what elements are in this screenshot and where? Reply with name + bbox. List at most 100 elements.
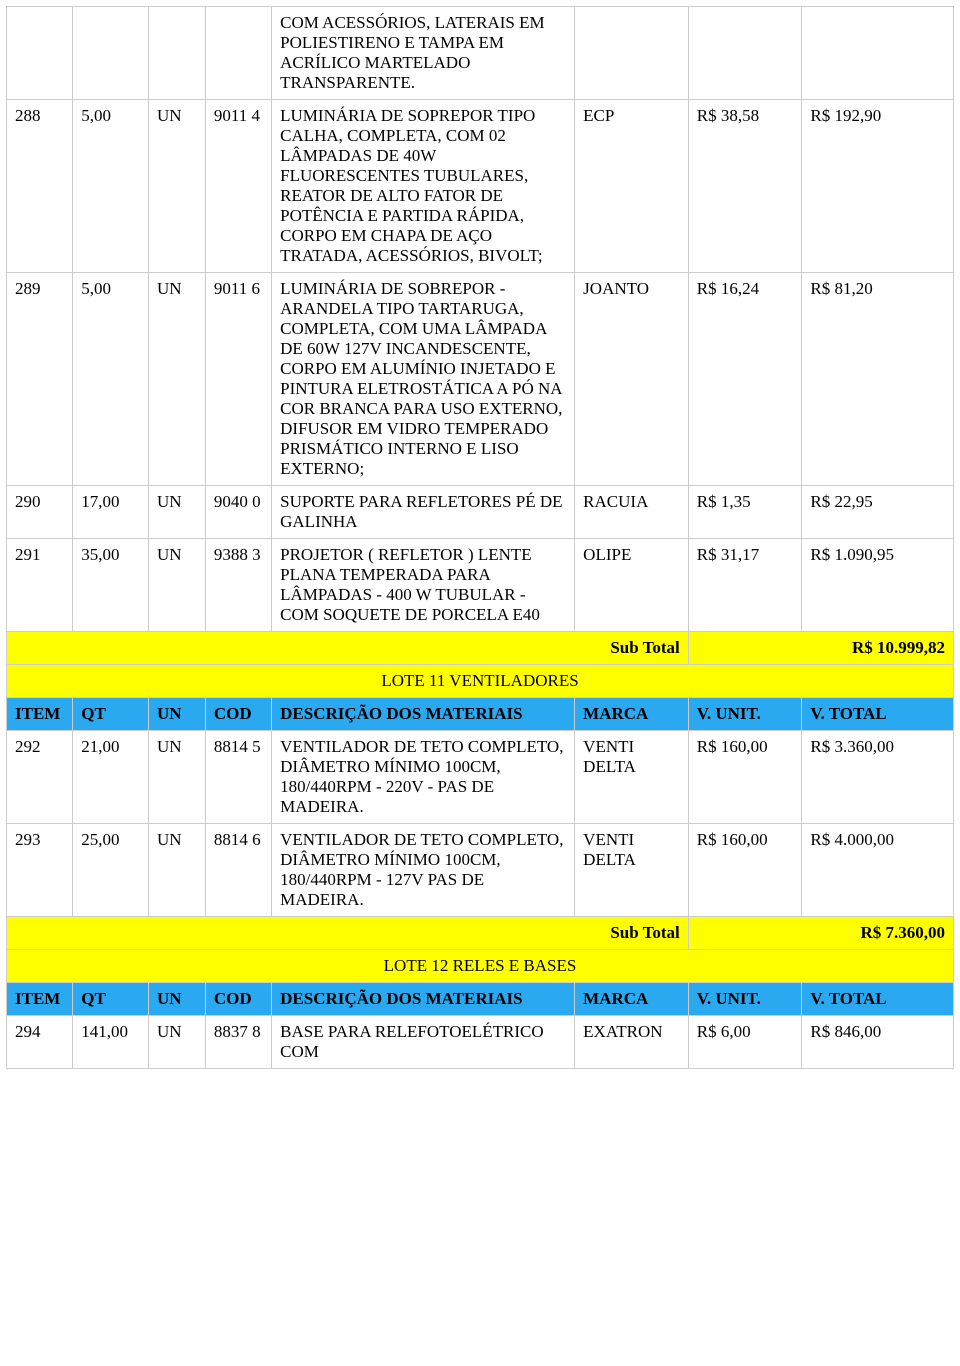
table-row: 29017,00UN9040 0SUPORTE PARA REFLETORES … [7,486,954,539]
lote-header: LOTE 12 RELES E BASES [7,950,954,983]
table-row: 29135,00UN9388 3PROJETOR ( REFLETOR ) LE… [7,539,954,632]
column-header: COD [205,983,271,1016]
cell-un: UN [149,824,206,917]
cell-cod: 9040 0 [205,486,271,539]
cell-desc: VENTILADOR DE TETO COMPLETO, DIÂMETRO MÍ… [272,824,575,917]
cell-desc: VENTILADOR DE TETO COMPLETO, DIÂMETRO MÍ… [272,731,575,824]
cell-qt: 5,00 [73,100,149,273]
cell-vtotal: R$ 846,00 [802,1016,954,1069]
table-row: COM ACESSÓRIOS, LATERAIS EM POLIESTIRENO… [7,7,954,100]
cell-qt: 21,00 [73,731,149,824]
column-header: DESCRIÇÃO DOS MATERIAIS [272,698,575,731]
cell-cod: 9011 4 [205,100,271,273]
cell-vtotal: R$ 192,90 [802,100,954,273]
table-row: 29221,00UN8814 5VENTILADOR DE TETO COMPL… [7,731,954,824]
cell-un: UN [149,100,206,273]
cell-marca [575,7,689,100]
cell-vunit: R$ 31,17 [688,539,802,632]
column-header: V. TOTAL [802,698,954,731]
lote-title: LOTE 12 RELES E BASES [7,950,954,983]
cell-marca: VENTI DELTA [575,731,689,824]
cell-item: 294 [7,1016,73,1069]
subtotal-row: Sub TotalR$ 7.360,00 [7,917,954,950]
cell-vtotal: R$ 22,95 [802,486,954,539]
column-header-row: ITEMQTUNCODDESCRIÇÃO DOS MATERIAISMARCAV… [7,698,954,731]
cell-cod: 8814 5 [205,731,271,824]
cell-marca: OLIPE [575,539,689,632]
column-header: ITEM [7,983,73,1016]
cell-desc: SUPORTE PARA REFLETORES PÉ DE GALINHA [272,486,575,539]
column-header: V. UNIT. [688,983,802,1016]
cell-qt: 5,00 [73,273,149,486]
subtotal-row: Sub TotalR$ 10.999,82 [7,632,954,665]
subtotal-label: Sub Total [7,917,689,950]
cell-qt [73,7,149,100]
cell-vunit: R$ 160,00 [688,824,802,917]
cell-item: 290 [7,486,73,539]
cell-cod: 8837 8 [205,1016,271,1069]
materials-table: COM ACESSÓRIOS, LATERAIS EM POLIESTIRENO… [6,6,954,1069]
cell-vunit: R$ 16,24 [688,273,802,486]
cell-item: 289 [7,273,73,486]
cell-un [149,7,206,100]
cell-desc: BASE PARA RELEFOTOELÉTRICO COM [272,1016,575,1069]
cell-vtotal [802,7,954,100]
subtotal-value: R$ 7.360,00 [688,917,953,950]
cell-cod [205,7,271,100]
cell-cod: 9011 6 [205,273,271,486]
cell-item: 288 [7,100,73,273]
column-header: V. TOTAL [802,983,954,1016]
lote-title: LOTE 11 VENTILADORES [7,665,954,698]
cell-marca: RACUIA [575,486,689,539]
cell-vunit [688,7,802,100]
cell-marca: JOANTO [575,273,689,486]
cell-vtotal: R$ 4.000,00 [802,824,954,917]
cell-cod: 8814 6 [205,824,271,917]
cell-marca: ECP [575,100,689,273]
column-header: MARCA [575,983,689,1016]
cell-desc: LUMINÁRIA DE SOPREPOR TIPO CALHA, COMPLE… [272,100,575,273]
cell-vunit: R$ 160,00 [688,731,802,824]
table-row: 29325,00UN8814 6VENTILADOR DE TETO COMPL… [7,824,954,917]
cell-vtotal: R$ 81,20 [802,273,954,486]
column-header: MARCA [575,698,689,731]
cell-un: UN [149,486,206,539]
cell-vunit: R$ 6,00 [688,1016,802,1069]
cell-vunit: R$ 38,58 [688,100,802,273]
cell-desc: COM ACESSÓRIOS, LATERAIS EM POLIESTIRENO… [272,7,575,100]
column-header: ITEM [7,698,73,731]
cell-marca: VENTI DELTA [575,824,689,917]
subtotal-value: R$ 10.999,82 [688,632,953,665]
cell-vunit: R$ 1,35 [688,486,802,539]
cell-item: 292 [7,731,73,824]
lote-header: LOTE 11 VENTILADORES [7,665,954,698]
table-row: 2895,00UN9011 6LUMINÁRIA DE SOBREPOR - A… [7,273,954,486]
cell-un: UN [149,731,206,824]
column-header: V. UNIT. [688,698,802,731]
cell-vtotal: R$ 3.360,00 [802,731,954,824]
cell-item: 291 [7,539,73,632]
column-header: UN [149,983,206,1016]
cell-desc: LUMINÁRIA DE SOBREPOR - ARANDELA TIPO TA… [272,273,575,486]
cell-qt: 141,00 [73,1016,149,1069]
cell-un: UN [149,273,206,486]
cell-item [7,7,73,100]
cell-qt: 17,00 [73,486,149,539]
table-row: 294141,00UN8837 8BASE PARA RELEFOTOELÉTR… [7,1016,954,1069]
column-header: UN [149,698,206,731]
cell-un: UN [149,539,206,632]
subtotal-label: Sub Total [7,632,689,665]
table-row: 2885,00UN9011 4LUMINÁRIA DE SOPREPOR TIP… [7,100,954,273]
cell-marca: EXATRON [575,1016,689,1069]
cell-desc: PROJETOR ( REFLETOR ) LENTE PLANA TEMPER… [272,539,575,632]
cell-qt: 25,00 [73,824,149,917]
column-header: QT [73,983,149,1016]
cell-item: 293 [7,824,73,917]
column-header: COD [205,698,271,731]
cell-qt: 35,00 [73,539,149,632]
cell-vtotal: R$ 1.090,95 [802,539,954,632]
column-header-row: ITEMQTUNCODDESCRIÇÃO DOS MATERIAISMARCAV… [7,983,954,1016]
column-header: DESCRIÇÃO DOS MATERIAIS [272,983,575,1016]
cell-cod: 9388 3 [205,539,271,632]
column-header: QT [73,698,149,731]
